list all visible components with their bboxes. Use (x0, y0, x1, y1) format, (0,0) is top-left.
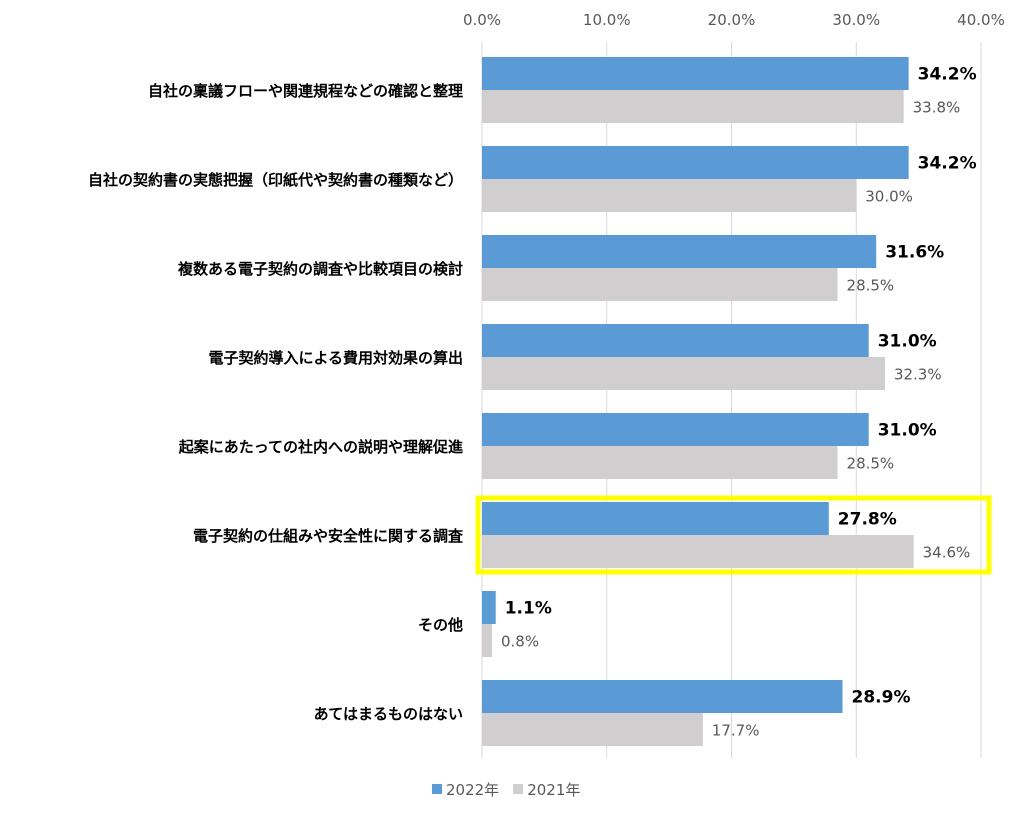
legend-item-2022: 2022年 (432, 779, 499, 800)
bar-2022 (482, 146, 909, 179)
bar-2021 (482, 268, 838, 301)
data-label-2022: 28.9% (852, 688, 911, 708)
data-label-2021: 17.7% (712, 722, 760, 740)
data-label-2021: 34.6% (923, 544, 971, 562)
x-tick-label: 30.0% (832, 11, 880, 29)
bar-chart: 0.0% 10.0% 20.0% 30.0% 40.0% 自社の稟議フローや関連規程などの… (88, 11, 1005, 758)
x-tick-label: 0.0% (463, 11, 501, 29)
data-label-2021: 32.3% (894, 366, 942, 384)
bar-2022 (482, 502, 829, 535)
legend-item-2021: 2021年 (513, 779, 580, 800)
category-label: 電子契約の仕組みや安全性に関する調査 (193, 527, 464, 545)
category-label: 電子契約導入による費用対効果の算出 (208, 349, 463, 367)
data-label-2021: 30.0% (865, 188, 913, 206)
bar-2022 (482, 235, 877, 268)
category-label: 複数ある電子契約の調査や比較項目の検討 (177, 260, 463, 278)
bar-2021 (482, 179, 857, 212)
category-label: 自社の契約書の実態把握（印紙代や契約書の種類など） (88, 171, 463, 189)
data-label-2021: 0.8% (501, 633, 539, 651)
data-label-2022: 1.1% (505, 599, 552, 619)
bar-2021 (482, 535, 914, 568)
category-label: 起案にあたっての社内への説明や理解促進 (178, 438, 464, 456)
bar-2022 (482, 591, 496, 624)
bar-2021 (482, 90, 904, 123)
x-tick-label: 20.0% (708, 11, 756, 29)
bar-2022 (482, 680, 843, 713)
data-label-2021: 28.5% (847, 277, 895, 295)
data-label-2022: 27.8% (838, 510, 897, 530)
bar-2021 (482, 713, 703, 746)
category-label: 自社の稟議フローや関連規程などの確認と整理 (148, 82, 463, 100)
legend-swatch-2022 (432, 784, 442, 794)
data-label-2021: 28.5% (847, 455, 895, 473)
bar-2022 (482, 57, 909, 90)
x-tick-label: 10.0% (583, 11, 631, 29)
category-label: その他 (418, 616, 463, 634)
data-label-2021: 33.8% (913, 99, 961, 117)
legend: 2022年 2021年 (432, 777, 580, 801)
bar-2021 (482, 357, 885, 390)
bar-2022 (482, 324, 869, 357)
highlight-box (475, 495, 992, 575)
legend-label-2021: 2021年 (527, 780, 581, 799)
bar-2021 (482, 446, 838, 479)
data-label-2022: 34.2% (918, 154, 977, 174)
data-label-2022: 31.0% (878, 332, 937, 352)
legend-swatch-2021 (513, 784, 524, 794)
data-label-2022: 31.6% (885, 243, 944, 263)
legend-label-2022: 2022年 (446, 780, 500, 799)
data-label-2022: 34.2% (918, 65, 977, 85)
bar-2022 (482, 413, 869, 446)
data-label-2022: 31.0% (878, 421, 937, 441)
category-label: あてはまるものはない (314, 705, 463, 723)
bar-2021 (482, 624, 492, 657)
x-tick-label: 40.0% (957, 11, 1005, 29)
